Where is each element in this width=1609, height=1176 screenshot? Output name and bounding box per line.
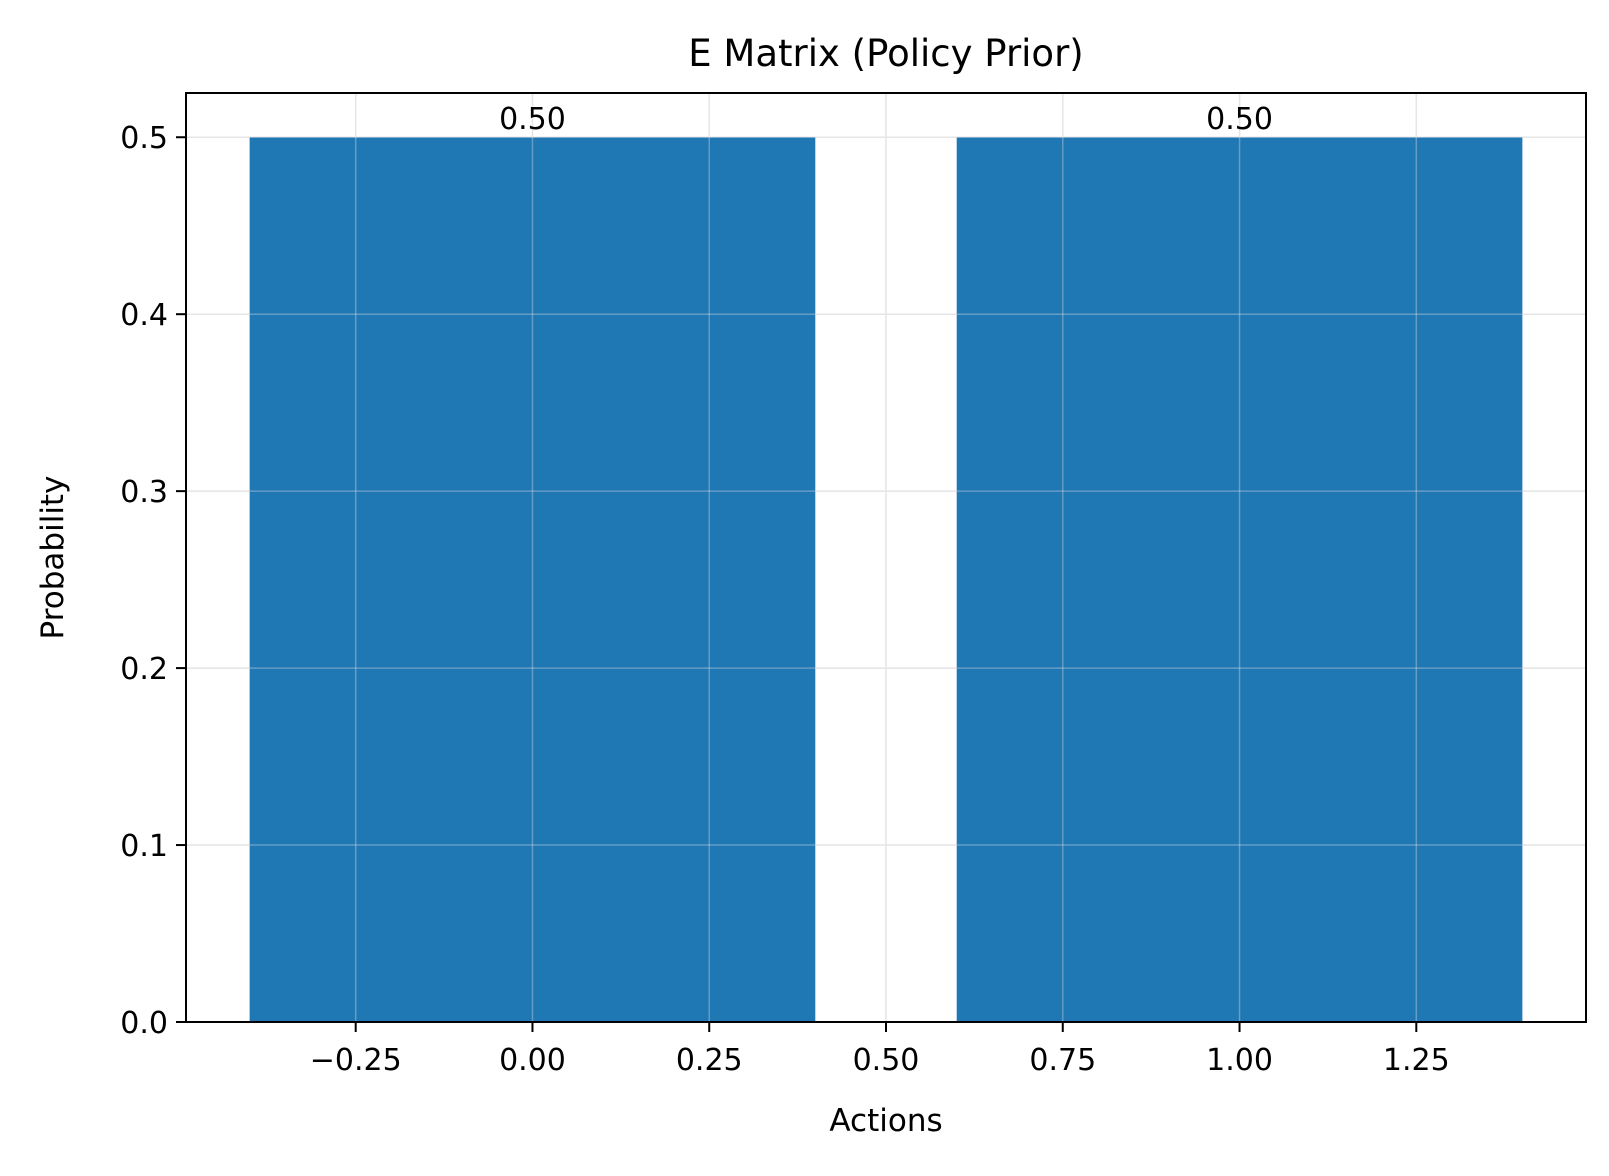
x-tick-label: 0.25 [676,1043,743,1078]
bar-value-label: 0.50 [1206,102,1273,137]
chart-title: E Matrix (Policy Prior) [688,32,1083,75]
y-tick-label: 0.1 [120,829,168,864]
x-tick-label: 0.00 [499,1043,566,1078]
x-tick-label: −0.25 [310,1043,402,1078]
bar-labels: 0.50 0.50 [499,102,1273,137]
bar [956,137,1523,1022]
bar [249,137,816,1022]
x-axis-label: Actions [829,1103,942,1139]
x-tick-label: 0.75 [1029,1043,1096,1078]
y-tick-label: 0.2 [120,652,168,687]
y-tick-label: 0.3 [120,475,168,510]
x-tick-label: 1.25 [1383,1043,1450,1078]
bar-value-label: 0.50 [499,102,566,137]
bars [249,137,1523,1022]
x-tick-label: 1.00 [1206,1043,1273,1078]
y-axis-label: Probability [35,476,71,640]
x-tick-label: 0.50 [853,1043,920,1078]
y-axis-ticks: 0.0 0.1 0.2 0.3 0.4 0.5 [120,121,186,1041]
y-tick-label: 0.5 [120,121,168,156]
x-axis-ticks: −0.25 0.00 0.25 0.50 0.75 1.00 1.25 [310,1022,1450,1078]
y-tick-label: 0.4 [120,298,168,333]
y-tick-label: 0.0 [120,1006,168,1041]
